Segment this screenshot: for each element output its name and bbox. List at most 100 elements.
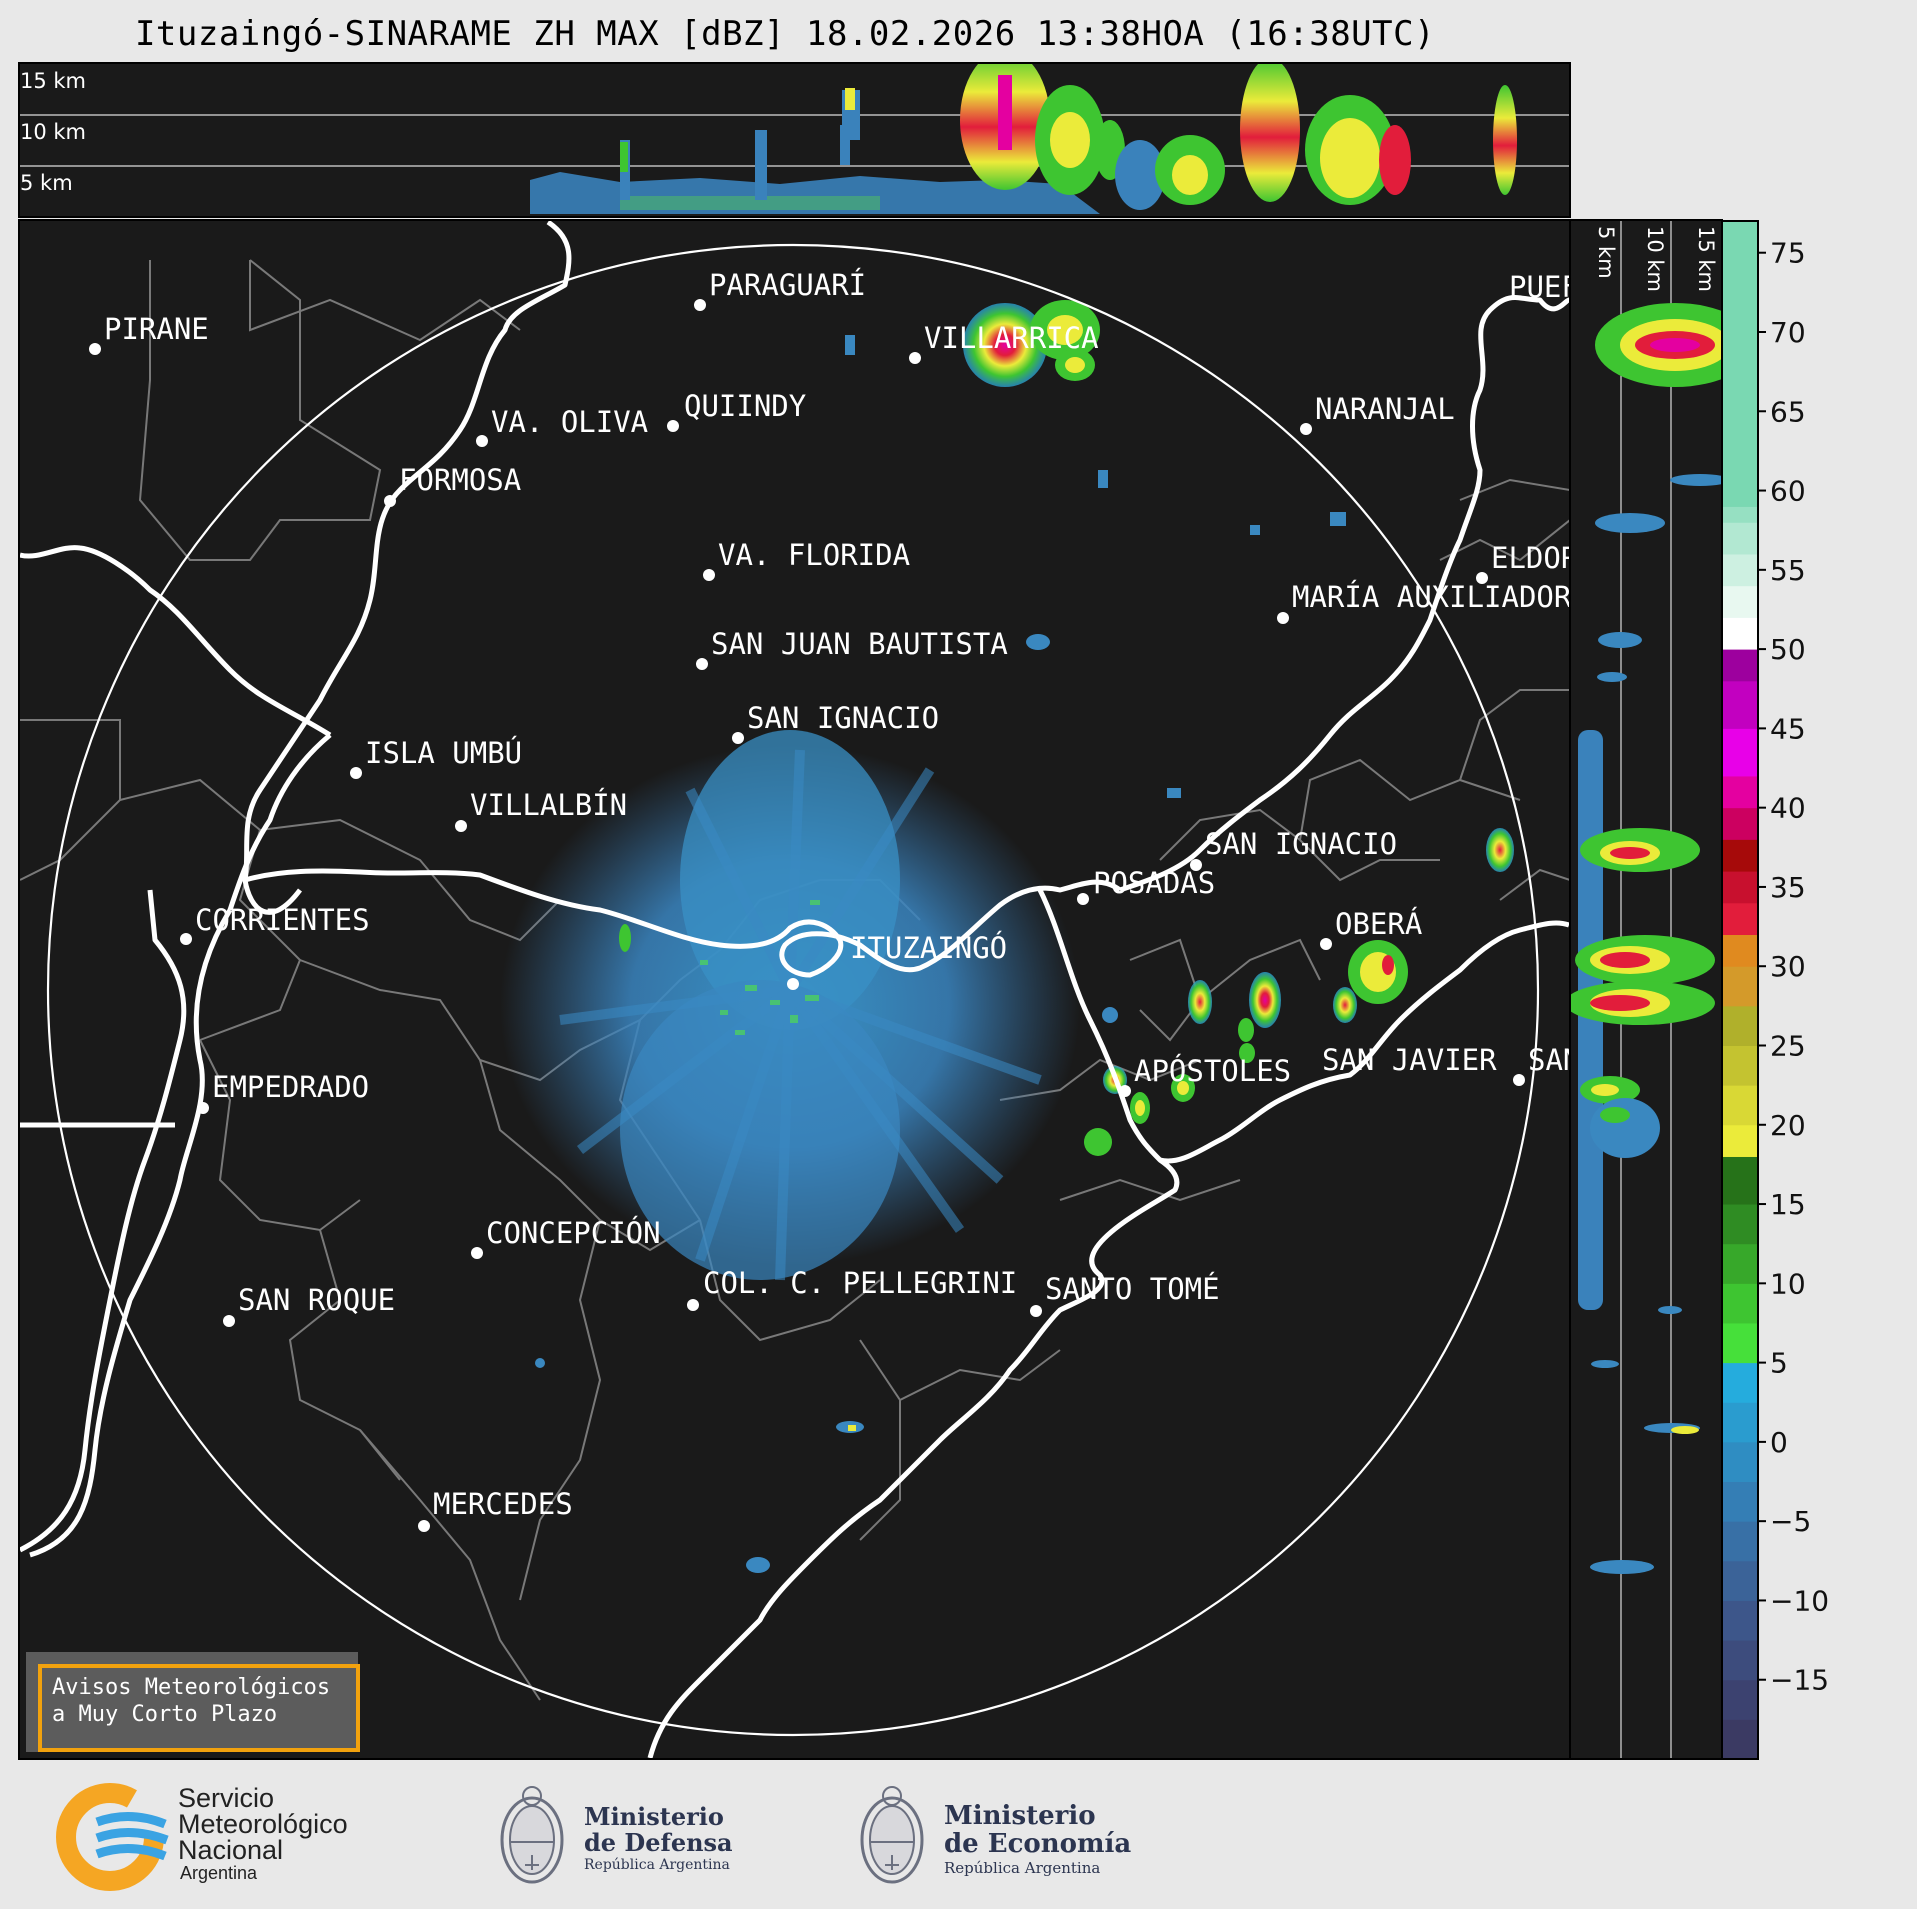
top-height-label-10: 10 km	[20, 120, 86, 144]
city-label-villalbin: VILLALBÍN	[470, 788, 627, 822]
colorbar-step	[1722, 1481, 1758, 1522]
colorbar-step	[1722, 1283, 1758, 1324]
city-label-santo-tome: SANTO TOMÉ	[1045, 1272, 1220, 1306]
colorbar-tick-label: −15	[1770, 1664, 1829, 1697]
colorbar-tick-label: −5	[1770, 1505, 1811, 1538]
city-label-san-ignacio-ar: SAN IGNACIO	[1205, 827, 1397, 861]
colorbar-step	[1722, 585, 1758, 618]
colorbar-step	[1722, 1441, 1758, 1483]
colorbar-step	[1722, 728, 1758, 777]
colorbar-tick-label: 20	[1770, 1109, 1806, 1142]
city-label-posadas: POSADAS	[1093, 866, 1215, 900]
colorbar-tick-label: 10	[1770, 1267, 1806, 1300]
right-height-label-5: 5 km	[1594, 226, 1618, 279]
map-title: Ituzaingó-SINARAME ZH MAX [dBZ] 18.02.20…	[134, 14, 1436, 54]
smn-line-4: Argentina	[180, 1863, 258, 1883]
range-ring	[46, 243, 1540, 1737]
colorbar-step	[1722, 1045, 1758, 1086]
colorbar-tick-label: 75	[1770, 237, 1806, 270]
colorbar-step	[1722, 966, 1758, 1007]
colorbar-step	[1722, 1402, 1758, 1443]
warning-box[interactable]: Avisos Meteorológicos a Muy Corto Plazo	[26, 1652, 360, 1752]
colorbar-step	[1722, 1719, 1758, 1760]
colorbar-step	[1722, 871, 1758, 904]
defensa-line-3: República Argentina	[584, 1857, 730, 1873]
colorbar-step	[1722, 902, 1758, 936]
city-label-concepcion: CONCEPCIÓN	[486, 1216, 661, 1250]
city-label-apostoles: APÓSTOLES	[1134, 1054, 1291, 1088]
top-height-label-5: 5 km	[20, 171, 73, 195]
defensa-line-1: Ministerio	[584, 1802, 724, 1831]
colorbar-tick-label: 70	[1770, 316, 1806, 349]
colorbar-tick-label: 30	[1770, 950, 1806, 983]
colorbar-step	[1722, 1005, 1758, 1046]
right-height-label-15: 15 km	[1694, 226, 1718, 292]
right-height-label-10: 10 km	[1643, 226, 1667, 292]
colorbar-step	[1722, 1124, 1758, 1157]
smn-line-3: Nacional	[178, 1835, 284, 1865]
colorbar-tick-label: 40	[1770, 792, 1806, 825]
colorbar-step	[1722, 1521, 1758, 1562]
colorbar-step	[1722, 934, 1758, 967]
city-label-san-ignacio-py: SAN IGNACIO	[747, 701, 939, 735]
colorbar-step	[1722, 1362, 1758, 1403]
river-borders	[20, 221, 1569, 1758]
colorbar-step	[1722, 522, 1758, 555]
smn-logo-icon	[56, 1783, 169, 1891]
colorbar-step	[1722, 1322, 1758, 1364]
city-label-eldorado: ELDOR	[1491, 541, 1579, 575]
defensa-shield-icon	[500, 1786, 564, 1884]
colorbar-tick-label: 55	[1770, 554, 1806, 587]
colorbar-tick-label: 15	[1770, 1188, 1806, 1221]
city-label-obera: OBERÁ	[1335, 907, 1422, 941]
top-height-panel: 15 km 10 km 5 km	[18, 62, 1571, 218]
colorbar-step	[1722, 680, 1758, 729]
colorbar-tick-label: −10	[1770, 1584, 1829, 1617]
economia-line-3: República Argentina	[944, 1859, 1101, 1877]
radar-map: PIRANE PARAGUARÍ VILLARRICA QUIINDY VA. …	[18, 219, 1580, 1760]
city-label-empedrado: EMPEDRADO	[212, 1070, 369, 1104]
colorbar-step	[1722, 1204, 1758, 1245]
city-label-villarrica: VILLARRICA	[924, 321, 1099, 355]
warning-line-1: Avisos Meteorológicos	[52, 1675, 331, 1700]
city-label-corrientes: CORRIENTES	[195, 903, 370, 937]
city-label-san-roque: SAN ROQUE	[238, 1283, 395, 1317]
economia-line-2: de Economía	[944, 1829, 1132, 1859]
defensa-line-2: de Defensa	[584, 1828, 733, 1857]
smn-line-1: Servicio	[178, 1783, 275, 1813]
city-label-san-javier: SAN JAVIER	[1322, 1043, 1497, 1077]
city-label-puerto: PUEF	[1509, 270, 1579, 304]
colorbar-tick-label: 5	[1770, 1347, 1788, 1380]
colorbar-tick-label: 25	[1770, 1029, 1806, 1062]
colorbar-step	[1722, 1679, 1758, 1720]
colorbar-step	[1722, 1243, 1758, 1284]
city-label-paraguari: PARAGUARÍ	[709, 268, 866, 302]
colorbar-tick-label: 65	[1770, 395, 1806, 428]
city-label-maria-auxiliadora: MARÍA AUXILIADOR	[1292, 580, 1572, 614]
city-label-san-juan-bautista: SAN JUAN BAUTISTA	[711, 627, 1008, 661]
colorbar-tick-label: 0	[1770, 1426, 1788, 1459]
city-labels: PIRANE PARAGUARÍ VILLARRICA QUIINDY VA. …	[104, 268, 1580, 1521]
colorbar-step	[1722, 221, 1758, 507]
city-label-va-oliva: VA. OLIVA	[491, 405, 648, 439]
city-label-quiindy: QUIINDY	[684, 389, 806, 423]
city-label-formosa: FORMOSA	[399, 463, 521, 497]
colorbar-step	[1722, 1560, 1758, 1601]
warning-line-2: a Muy Corto Plazo	[52, 1702, 278, 1727]
city-label-col-c-pellegrini: COL. C. PELLEGRINI	[703, 1266, 1017, 1300]
colorbar-step	[1722, 617, 1758, 650]
city-label-ituzaingo: ITUZAINGÓ	[850, 931, 1007, 965]
colorbar-step	[1722, 649, 1758, 682]
economia-shield-icon	[860, 1786, 924, 1884]
colorbar-step	[1722, 1085, 1758, 1126]
colorbar-tick-label: 60	[1770, 475, 1806, 508]
smn-line-2: Meteorológico	[178, 1809, 348, 1839]
city-label-mercedes: MERCEDES	[433, 1487, 573, 1521]
colorbar-step	[1722, 807, 1758, 840]
city-label-va-florida: VA. FLORIDA	[718, 538, 910, 572]
city-label-naranjal: NARANJAL	[1315, 392, 1455, 426]
radar-echo-field	[500, 335, 1346, 1573]
colorbar-step	[1722, 1640, 1758, 1681]
